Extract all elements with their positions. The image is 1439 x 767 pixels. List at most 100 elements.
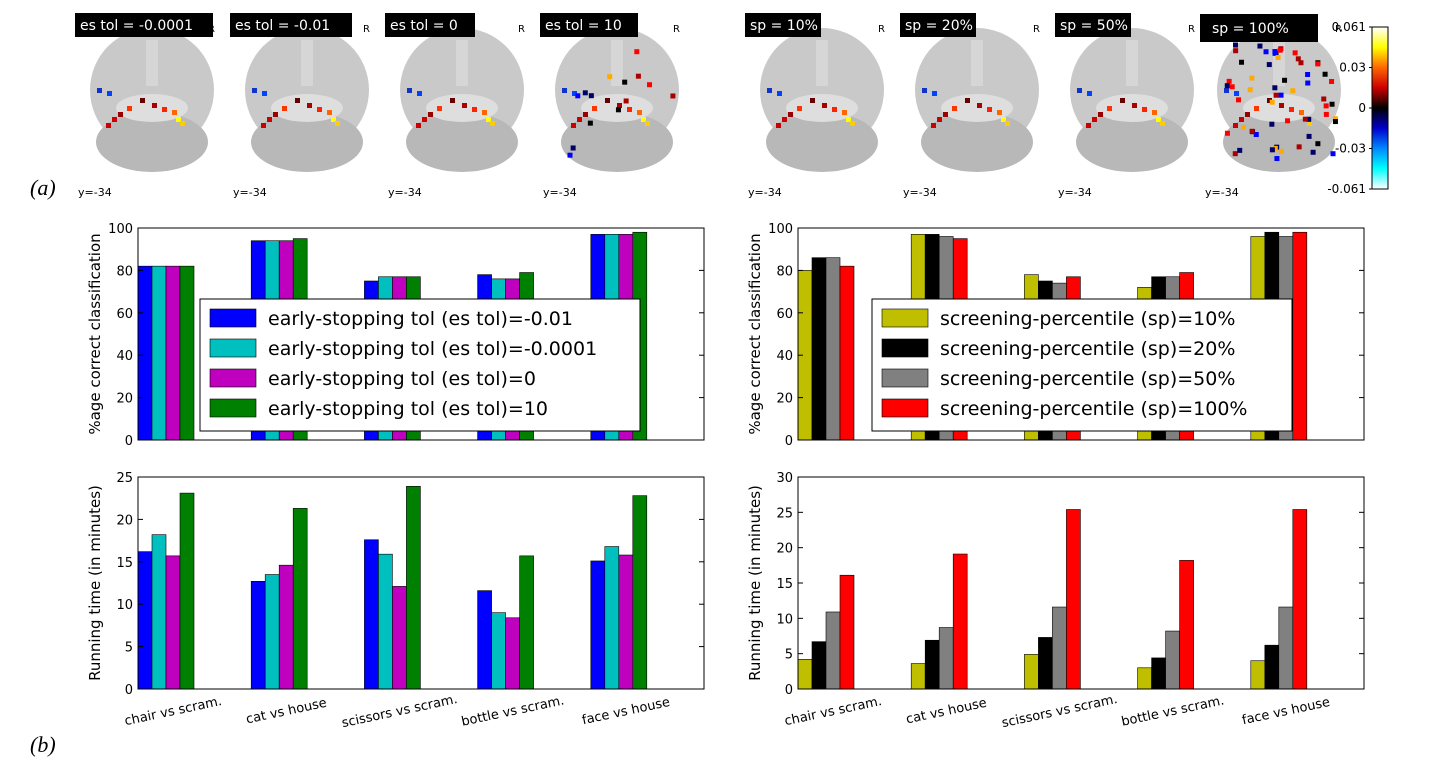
y-tick-label: 20 — [116, 513, 133, 528]
bar — [505, 617, 520, 690]
bar — [910, 663, 926, 690]
activation-voxel — [1263, 49, 1269, 55]
activation-voxel — [571, 123, 576, 128]
legend-box — [199, 298, 641, 432]
activation-voxel — [583, 112, 588, 117]
activation-voxel — [1249, 75, 1255, 81]
activation-voxel — [776, 123, 781, 128]
activation-voxel — [1107, 106, 1112, 111]
bar — [179, 492, 195, 690]
bar — [364, 539, 379, 690]
legend-entry: screening-percentile (sp)=50% — [940, 368, 1235, 390]
activation-voxel — [797, 106, 802, 111]
activation-voxel — [937, 117, 942, 122]
brain-title-box — [75, 13, 213, 37]
plot-frame — [137, 227, 705, 441]
activation-voxel — [282, 106, 287, 111]
activation-voxel — [1272, 85, 1278, 91]
brain-title: sp = 20% — [905, 18, 973, 34]
coordinate-label: y=-34 — [1058, 186, 1092, 199]
colorbar: 0.061 0.03 0 -0.03 -0.061 — [1327, 20, 1389, 196]
activation-voxel — [1245, 112, 1250, 117]
activation-voxel — [588, 93, 594, 99]
activation-voxel — [977, 103, 982, 108]
y-tick-label: 5 — [125, 641, 133, 656]
coordinate-label: y=-34 — [233, 186, 267, 199]
y-axis-label: %age correct classification — [746, 233, 764, 434]
brain-midline — [816, 40, 828, 86]
activation-voxel — [1315, 141, 1321, 147]
bar — [137, 551, 153, 690]
colorbar-tick-label: -0.03 — [1335, 142, 1366, 156]
brain-map-1: es tol = -0.01 Ry=-34 — [230, 13, 370, 199]
activation-voxel — [106, 123, 111, 128]
activation-voxel — [118, 112, 123, 117]
plot-frame — [137, 476, 705, 690]
activation-voxel — [777, 91, 782, 96]
bar — [137, 265, 153, 441]
y-tick-label: 0 — [785, 683, 793, 698]
bar — [1278, 606, 1294, 690]
activation-voxel — [647, 82, 653, 88]
brain-cerebellum — [561, 112, 673, 172]
brain-title: es tol = -0.01 — [235, 18, 330, 34]
brain-map-4: sp = 10% Ry=-34 — [745, 13, 885, 199]
bar — [618, 554, 634, 690]
activation-voxel — [1272, 145, 1278, 151]
coordinate-label: y=-34 — [78, 186, 112, 199]
activation-voxel — [1290, 88, 1296, 94]
coordinate-label: y=-34 — [748, 186, 782, 199]
bar — [165, 265, 181, 441]
activation-voxel — [1306, 133, 1312, 139]
activation-voxel — [1253, 131, 1259, 137]
bar — [590, 560, 606, 690]
colorbar-tick-label: 0.03 — [1339, 61, 1366, 75]
bar — [1165, 630, 1180, 690]
activation-voxel — [180, 121, 185, 126]
activation-voxel — [810, 98, 815, 103]
brain-cerebellum — [406, 112, 518, 172]
activation-voxel — [567, 152, 573, 158]
panel-label-a: (a) — [30, 175, 56, 200]
y-tick-label: 20 — [776, 392, 793, 407]
bar — [179, 265, 195, 441]
y-tick-label: 80 — [116, 264, 133, 279]
activation-voxel — [1278, 92, 1284, 98]
activation-voxel — [922, 88, 927, 93]
activation-voxel — [1295, 56, 1301, 62]
activation-voxel — [1237, 147, 1243, 153]
activation-voxel — [97, 88, 102, 93]
orientation-label: R — [1335, 24, 1342, 35]
activation-voxel — [462, 103, 467, 108]
brain-title: sp = 10% — [750, 18, 818, 34]
activation-voxel — [587, 120, 593, 126]
bar — [952, 553, 968, 690]
activation-voxel — [1310, 149, 1316, 155]
activation-voxel — [407, 88, 412, 93]
activation-voxel — [416, 123, 421, 128]
activation-voxel — [635, 73, 641, 79]
activation-voxel — [1302, 116, 1308, 122]
activation-voxel — [1315, 61, 1321, 67]
bar — [392, 586, 407, 690]
orientation-label: R — [878, 24, 885, 35]
brain-midline — [146, 40, 158, 86]
y-tick-label: 15 — [776, 577, 793, 592]
bar-chart-3: chair vs scram. cat vs house scissors vs s… — [746, 471, 1365, 731]
bar-chart-0: 0 20 40 60 80 100 %age correct classification e… — [86, 222, 705, 449]
bar — [1151, 657, 1166, 690]
activation-voxel — [1332, 119, 1338, 125]
brain-title-box — [1055, 13, 1131, 37]
activation-voxel — [1229, 84, 1235, 90]
category-label: scissors vs scram. — [340, 692, 458, 731]
y-tick-label: 10 — [776, 612, 793, 627]
plot-frame — [797, 227, 1365, 441]
activation-voxel — [1239, 117, 1244, 122]
activation-voxel — [987, 107, 992, 112]
legend-entry: screening-percentile (sp)=100% — [940, 398, 1247, 420]
bar — [632, 495, 648, 690]
activation-voxel — [1232, 151, 1238, 157]
activation-voxel — [107, 91, 112, 96]
coordinate-label: y=-34 — [388, 186, 422, 199]
